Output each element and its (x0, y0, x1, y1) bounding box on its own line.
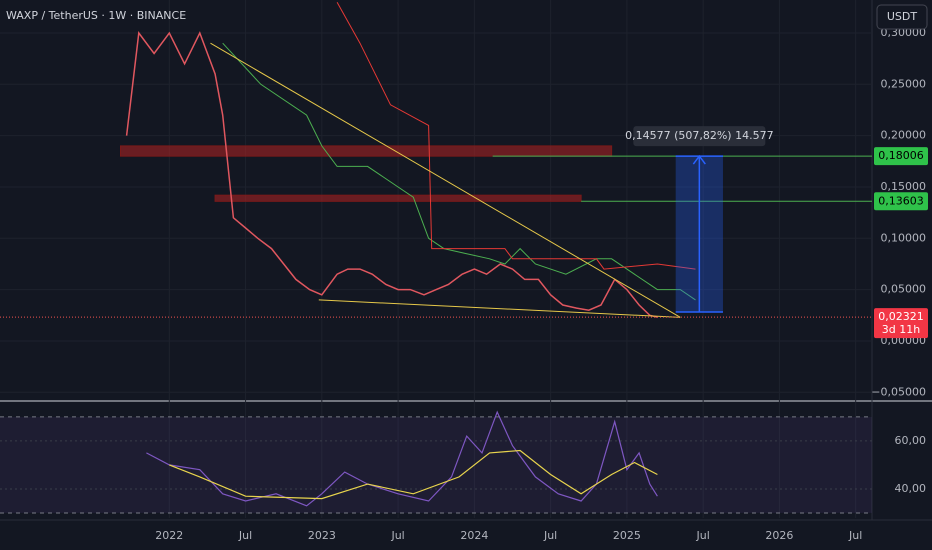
x-tick-label: 2024 (460, 529, 488, 542)
rsi-line (146, 410, 658, 507)
x-tick-label: Jul (390, 529, 404, 542)
x-tick-label: 2023 (308, 529, 336, 542)
trendline (210, 42, 681, 318)
chart-title: WAXP / TetherUS · 1W · BINANCE (6, 9, 186, 22)
zone (119, 145, 613, 157)
measure-label-box (633, 126, 766, 147)
trendline (318, 299, 681, 318)
y-tick-label: 60,00 (895, 434, 927, 447)
countdown-label: 3d 11h (882, 323, 920, 336)
support-band-line (222, 42, 696, 301)
x-tick-label: 2022 (155, 529, 183, 542)
rsi-ma-line (169, 449, 658, 500)
measure-label: 0,14577 (507,82%) 14.577 (625, 129, 774, 142)
x-tick-label: Jul (696, 529, 710, 542)
price-line (125, 31, 658, 318)
currency-label[interactable]: USDT (887, 10, 918, 23)
y-tick-label: 0,10000 (881, 231, 927, 244)
rsi-band (0, 416, 872, 513)
level-label-box (874, 192, 928, 211)
x-tick-label: 2025 (613, 529, 641, 542)
y-tick-label: 0,25000 (881, 77, 927, 90)
level-label-box (874, 147, 928, 166)
measure-arrowhead (692, 154, 706, 165)
y-tick-label: −0,05000 (871, 385, 926, 398)
y-tick-label: 0,20000 (881, 129, 927, 142)
zone (214, 194, 582, 202)
y-tick-label: 0,15000 (881, 180, 927, 193)
x-tick-label: Jul (238, 529, 252, 542)
y-tick-label: 0,05000 (881, 283, 927, 296)
last-price-box (874, 308, 928, 339)
x-tick-label: Jul (848, 529, 862, 542)
level-label: 0,13603 (878, 194, 924, 207)
x-tick-label: 2026 (765, 529, 793, 542)
last-price-label: 0,02321 (878, 310, 924, 323)
level-label: 0,18006 (878, 149, 924, 162)
resistance-band-line (336, 1, 696, 270)
currency-button[interactable] (876, 4, 928, 30)
x-tick-label: Jul (543, 529, 557, 542)
y-tick-label: 40,00 (895, 482, 927, 495)
